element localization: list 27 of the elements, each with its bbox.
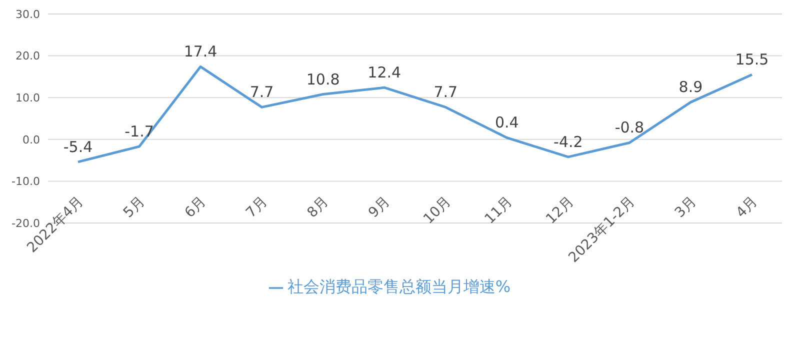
data-label: 10.8: [306, 70, 340, 88]
data-label: 0.4: [494, 114, 519, 132]
y-tick-label: 0.0: [22, 133, 40, 146]
y-tick-label: 10.0: [16, 92, 40, 105]
data-label: -0.8: [614, 118, 644, 137]
data-label: 8.9: [678, 78, 703, 96]
data-label: 15.5: [735, 50, 769, 69]
y-tick-label: 20.0: [16, 50, 40, 63]
data-label: 7.7: [250, 83, 274, 102]
y-tick-label: 30.0: [16, 8, 40, 21]
x-tick-label: 10月: [420, 194, 454, 228]
legend-label: 社会消费品零售总额当月增速%: [287, 277, 511, 296]
x-tick-label: 4月: [733, 194, 761, 222]
x-tick-label: 12月: [543, 194, 578, 228]
x-tick-label: 7月: [243, 194, 271, 222]
x-tick-label: 11月: [482, 194, 516, 228]
data-label: 17.4: [184, 42, 218, 61]
y-tick-label: -10.0: [12, 175, 40, 188]
x-tick-label: 5月: [120, 194, 148, 222]
data-label: 12.4: [368, 64, 402, 82]
data-label: 7.7: [434, 83, 458, 102]
x-tick-label: 8月: [304, 194, 332, 222]
x-tick-label: 6月: [182, 194, 210, 222]
x-tick-label: 3月: [672, 194, 700, 222]
data-label: -4.2: [554, 132, 583, 151]
x-tick-label: 9月: [366, 194, 394, 222]
data-label: -5.4: [63, 138, 93, 156]
